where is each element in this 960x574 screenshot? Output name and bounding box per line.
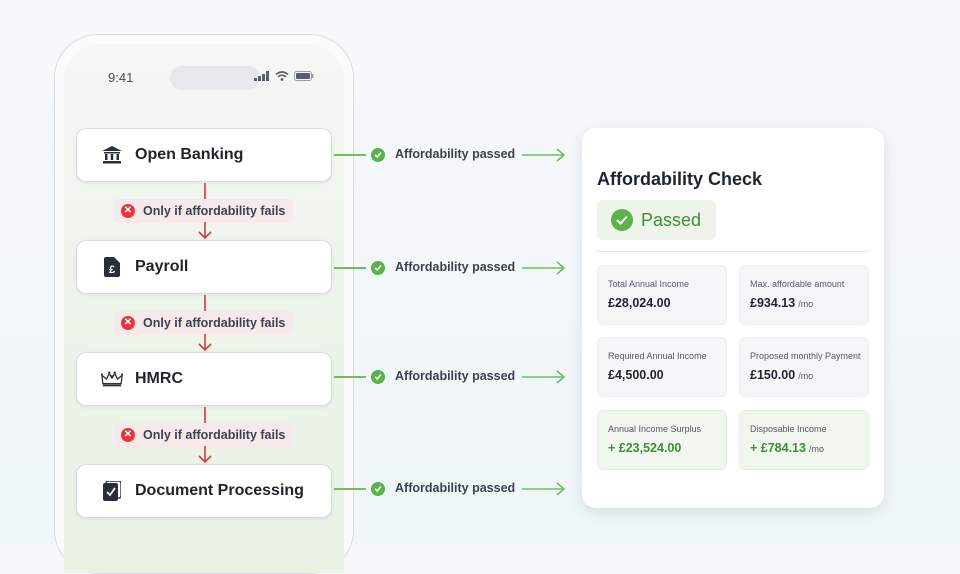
result-title: Affordability Check bbox=[597, 169, 763, 189]
step-open-banking[interactable]: Open Banking bbox=[76, 128, 332, 182]
crown-icon bbox=[101, 368, 123, 390]
metric-value: £4,500.00 bbox=[608, 368, 716, 382]
dynamic-island bbox=[170, 66, 260, 90]
metric-amount: £28,024.00 bbox=[608, 296, 671, 310]
metric-value: £150.00/mo bbox=[750, 368, 858, 382]
fallback-chip: ✕ Only if affordability fails bbox=[114, 311, 294, 335]
metric-unit: /mo bbox=[798, 371, 814, 381]
connector-label: Affordability passed bbox=[395, 147, 516, 161]
step-hmrc[interactable]: HMRC bbox=[76, 352, 332, 406]
metric-disposable-income: Disposable Income + £784.13/mo bbox=[739, 410, 869, 470]
step-document-processing[interactable]: Document Processing bbox=[76, 464, 332, 518]
fallback-label: Only if affordability fails bbox=[143, 316, 286, 330]
metric-amount: £4,500.00 bbox=[608, 368, 664, 382]
fallback-label: Only if affordability fails bbox=[143, 428, 286, 442]
metric-unit: /mo bbox=[798, 299, 814, 309]
metric-annual-income-surplus: Annual Income Surplus + £23,524.00 bbox=[597, 410, 727, 470]
fallback-chip: ✕ Only if affordability fails bbox=[114, 199, 294, 223]
metric-label: Proposed monthly Payment bbox=[750, 351, 861, 361]
fallback-line bbox=[204, 407, 206, 423]
metric-proposed-monthly-payment: Proposed monthly Payment £150.00/mo bbox=[739, 337, 869, 397]
affordability-result-card: Affordability Check Passed Total Annual … bbox=[582, 128, 884, 508]
connector-line bbox=[334, 267, 366, 269]
status-label: Passed bbox=[641, 209, 702, 230]
check-icon bbox=[371, 148, 385, 162]
metric-value: £28,024.00 bbox=[608, 296, 716, 310]
metric-value: + £784.13/mo bbox=[750, 441, 858, 455]
metric-total-annual-income: Total Annual Income £28,024.00 bbox=[597, 265, 727, 325]
check-icon bbox=[371, 261, 385, 275]
fallback-chip: ✕ Only if affordability fails bbox=[114, 423, 294, 447]
metric-amount: + £23,524.00 bbox=[608, 441, 682, 455]
fallback-label: Only if affordability fails bbox=[143, 204, 286, 218]
metric-max-affordable-amount: Max. affordable amount £934.13/mo bbox=[739, 265, 869, 325]
fallback-line bbox=[204, 183, 206, 199]
connector-line bbox=[334, 154, 366, 156]
connector-label: Affordability passed bbox=[395, 481, 516, 495]
fallback-line bbox=[204, 295, 206, 311]
metric-value: + £23,524.00 bbox=[608, 441, 716, 455]
connector-line bbox=[334, 488, 366, 490]
connector-label: Affordability passed bbox=[395, 260, 516, 274]
right-arrow-icon bbox=[522, 261, 566, 275]
down-arrow-icon bbox=[198, 446, 212, 464]
right-arrow-icon bbox=[522, 148, 566, 162]
success-connector: Affordability passed bbox=[334, 367, 566, 387]
status-badge: Passed bbox=[597, 200, 716, 240]
down-arrow-icon bbox=[198, 222, 212, 240]
svg-text:£: £ bbox=[109, 264, 115, 276]
metric-amount: £150.00 bbox=[750, 368, 796, 382]
metric-label: Total Annual Income bbox=[608, 279, 690, 289]
metric-label: Disposable Income bbox=[750, 424, 827, 434]
metric-amount: £934.13 bbox=[750, 296, 796, 310]
metric-amount: + £784.13 bbox=[750, 441, 806, 455]
down-arrow-icon bbox=[198, 334, 212, 352]
connector-line bbox=[334, 376, 366, 378]
error-x-icon: ✕ bbox=[121, 316, 135, 330]
step-label: Open Banking bbox=[135, 146, 244, 163]
metric-value: £934.13/mo bbox=[750, 296, 858, 310]
document-check-icon bbox=[101, 480, 123, 502]
metric-unit: /mo bbox=[808, 444, 824, 454]
wifi-icon bbox=[275, 71, 289, 81]
right-arrow-icon bbox=[522, 482, 566, 496]
status-icons bbox=[254, 71, 314, 81]
step-label: Document Processing bbox=[135, 482, 304, 499]
battery-icon bbox=[294, 71, 314, 81]
error-x-icon: ✕ bbox=[121, 428, 135, 442]
step-payroll[interactable]: £ Payroll bbox=[76, 240, 332, 294]
success-connector: Affordability passed bbox=[334, 258, 566, 278]
pound-document-icon: £ bbox=[101, 256, 123, 278]
check-icon bbox=[371, 370, 385, 384]
success-connector: Affordability passed bbox=[334, 145, 566, 165]
metric-label: Max. affordable amount bbox=[750, 279, 845, 289]
metric-required-annual-income: Required Annual Income £4,500.00 bbox=[597, 337, 727, 397]
step-label: HMRC bbox=[135, 370, 183, 387]
metric-label: Required Annual Income bbox=[608, 351, 707, 361]
error-x-icon: ✕ bbox=[121, 204, 135, 218]
success-connector: Affordability passed bbox=[334, 479, 566, 499]
metric-label: Annual Income Surplus bbox=[608, 424, 702, 434]
status-time: 9:41 bbox=[108, 70, 134, 85]
right-arrow-icon bbox=[522, 370, 566, 384]
divider bbox=[596, 251, 869, 252]
check-icon bbox=[371, 482, 385, 496]
signal-icon bbox=[254, 71, 269, 81]
bank-icon bbox=[101, 144, 123, 166]
step-label: Payroll bbox=[135, 258, 189, 275]
check-circle-icon bbox=[611, 209, 633, 231]
connector-label: Affordability passed bbox=[395, 369, 516, 383]
